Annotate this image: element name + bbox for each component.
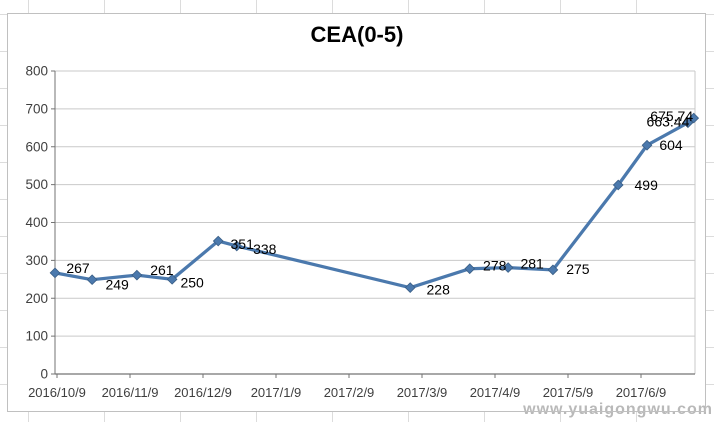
data-point-marker — [86, 274, 98, 286]
y-tick-label: 400 — [25, 215, 48, 230]
data-point-marker — [231, 240, 243, 252]
data-point-label: 267 — [66, 260, 90, 276]
x-tick-label: 2017/5/9 — [543, 385, 594, 400]
data-point-marker — [682, 117, 694, 129]
watermark: www.yuaigongwu.com — [523, 401, 713, 418]
y-tick-label: 200 — [25, 291, 48, 306]
data-point-label: 278 — [483, 258, 507, 274]
data-point-marker — [547, 264, 559, 276]
data-point-label: 351 — [231, 236, 255, 252]
x-tick-label: 2016/11/9 — [102, 385, 159, 400]
y-tick-label: 600 — [25, 139, 48, 154]
data-point-label: 675.74 — [650, 108, 693, 124]
y-tick-label: 0 — [40, 367, 48, 382]
y-tick-label: 500 — [25, 177, 48, 192]
x-tick-label: 2016/10/9 — [28, 385, 86, 400]
data-point-marker — [131, 269, 143, 281]
series-line — [53, 116, 696, 290]
data-point-marker — [212, 235, 224, 247]
x-tick-label: 2017/3/9 — [397, 385, 448, 400]
data-point-label: 663.44 — [647, 114, 690, 130]
data-point-label: 275 — [566, 261, 590, 277]
data-point-label: 499 — [635, 177, 659, 193]
data-point-label: 281 — [520, 256, 544, 272]
x-tick-label: 2017/2/9 — [324, 385, 375, 400]
chart-border — [7, 13, 706, 412]
y-tick-label: 700 — [25, 101, 48, 116]
data-point-marker — [688, 112, 700, 124]
y-tick-label: 800 — [25, 64, 48, 79]
data-point-label: 228 — [427, 282, 451, 298]
data-point-marker — [49, 267, 61, 279]
data-point-label: 261 — [150, 262, 174, 278]
data-point-label: 604 — [659, 137, 683, 153]
data-point-marker — [502, 262, 514, 273]
chart-frame — [7, 13, 705, 411]
data-point-marker — [612, 179, 624, 191]
y-tick-label: 300 — [25, 253, 48, 268]
chart-title: CEA(0-5) — [310, 22, 404, 47]
data-point-marker — [464, 263, 476, 275]
data-point-marker — [404, 282, 416, 294]
data-point-label: 338 — [253, 241, 277, 257]
x-tick-label: 2017/6/9 — [616, 385, 667, 400]
x-tick-label: 2016/12/9 — [174, 385, 232, 400]
data-point-label: 249 — [105, 277, 129, 293]
data-point-label: 250 — [180, 274, 204, 290]
x-tick-label: 2017/4/9 — [470, 385, 521, 400]
data-point-marker — [166, 273, 178, 285]
x-tick-label: 2017/1/9 — [251, 385, 302, 400]
y-tick-label: 100 — [25, 329, 48, 344]
data-point-marker — [641, 139, 653, 151]
